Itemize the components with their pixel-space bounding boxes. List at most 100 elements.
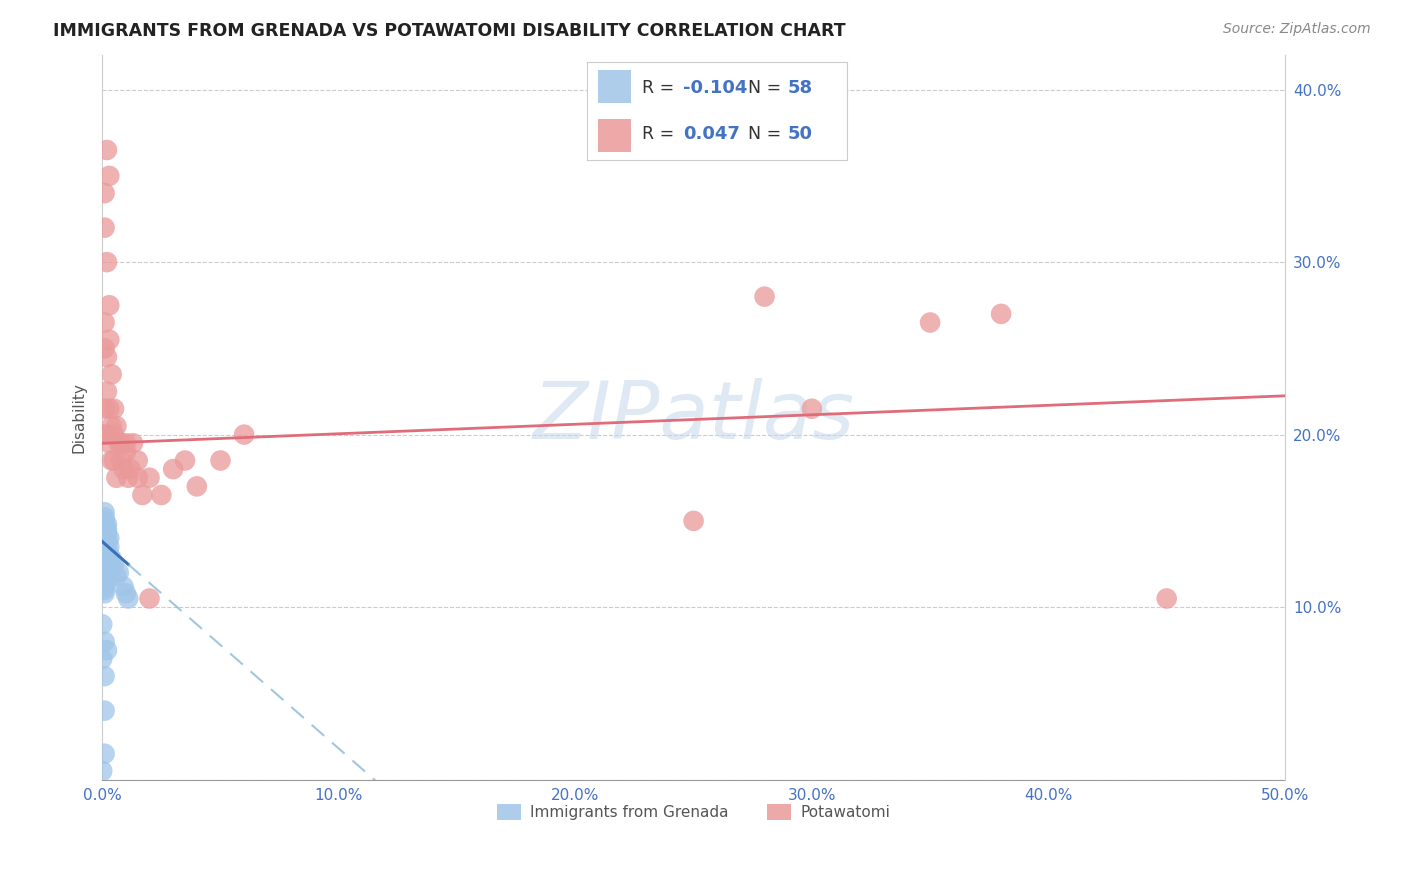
Point xyxy=(93,562,115,576)
Point xyxy=(93,557,115,571)
Point xyxy=(107,566,129,580)
Point xyxy=(91,557,114,571)
Point xyxy=(920,316,942,330)
Point xyxy=(91,562,114,576)
Point xyxy=(93,545,115,559)
Point xyxy=(800,401,823,416)
Text: Source: ZipAtlas.com: Source: ZipAtlas.com xyxy=(1223,22,1371,37)
Point xyxy=(93,517,115,532)
Point xyxy=(93,514,115,528)
Point xyxy=(100,453,122,467)
Point xyxy=(93,534,115,549)
Point xyxy=(110,453,132,467)
Point xyxy=(96,255,118,269)
Point xyxy=(91,427,114,442)
Point xyxy=(96,643,118,657)
Point xyxy=(93,220,115,235)
Point xyxy=(682,514,704,528)
Point xyxy=(150,488,173,502)
Point xyxy=(93,634,115,648)
Point xyxy=(100,368,122,382)
Point xyxy=(93,569,115,583)
Point xyxy=(98,333,121,347)
Point xyxy=(93,505,115,519)
Point xyxy=(93,531,115,545)
Point xyxy=(186,479,208,493)
Point xyxy=(96,517,118,532)
Point xyxy=(107,436,129,450)
Point xyxy=(174,453,197,467)
Point xyxy=(93,525,115,540)
Point xyxy=(93,540,115,554)
Point xyxy=(233,427,256,442)
Point xyxy=(127,471,149,485)
Point xyxy=(91,566,114,580)
Point xyxy=(117,471,139,485)
Point xyxy=(93,510,115,524)
Legend: Immigrants from Grenada, Potawatomi: Immigrants from Grenada, Potawatomi xyxy=(491,798,897,826)
Point xyxy=(103,401,125,416)
Point xyxy=(112,462,135,476)
Point xyxy=(91,558,114,573)
Point xyxy=(91,549,114,563)
Point xyxy=(105,471,128,485)
Point xyxy=(131,488,153,502)
Point xyxy=(96,531,118,545)
Point xyxy=(1156,591,1178,606)
Point xyxy=(138,471,160,485)
Point xyxy=(96,557,118,571)
Point xyxy=(990,307,1012,321)
Point xyxy=(98,298,121,312)
Point xyxy=(91,652,114,666)
Point xyxy=(162,462,184,476)
Point xyxy=(93,401,115,416)
Point xyxy=(103,453,125,467)
Point xyxy=(122,436,145,450)
Point xyxy=(91,549,114,563)
Point xyxy=(91,574,114,589)
Point xyxy=(98,557,121,571)
Point xyxy=(93,574,115,589)
Point xyxy=(112,579,135,593)
Point xyxy=(98,549,121,563)
Point xyxy=(138,591,160,606)
Point xyxy=(98,169,121,183)
Point xyxy=(91,555,114,569)
Point xyxy=(93,669,115,683)
Text: IMMIGRANTS FROM GRENADA VS POTAWATOMI DISABILITY CORRELATION CHART: IMMIGRANTS FROM GRENADA VS POTAWATOMI DI… xyxy=(53,22,846,40)
Point xyxy=(93,586,115,600)
Point xyxy=(115,445,138,459)
Point xyxy=(93,747,115,761)
Point xyxy=(105,569,128,583)
Point xyxy=(115,586,138,600)
Point xyxy=(110,436,132,450)
Point xyxy=(127,453,149,467)
Point xyxy=(96,143,118,157)
Point xyxy=(93,566,115,580)
Point xyxy=(93,579,115,593)
Point xyxy=(100,562,122,576)
Point xyxy=(103,427,125,442)
Point xyxy=(754,290,776,304)
Point xyxy=(103,557,125,571)
Point xyxy=(96,427,118,442)
Point xyxy=(100,551,122,566)
Point xyxy=(91,617,114,632)
Point xyxy=(96,384,118,399)
Point xyxy=(93,549,115,563)
Point xyxy=(93,523,115,537)
Point xyxy=(91,551,114,566)
Point xyxy=(100,419,122,434)
Point xyxy=(98,436,121,450)
Point xyxy=(117,591,139,606)
Point xyxy=(96,549,118,563)
Text: ZIPatlas: ZIPatlas xyxy=(533,378,855,457)
Point xyxy=(91,764,114,778)
Point xyxy=(93,342,115,356)
Point xyxy=(105,419,128,434)
Point xyxy=(96,566,118,580)
Point xyxy=(120,462,142,476)
Point xyxy=(98,531,121,545)
Point xyxy=(96,540,118,554)
Point xyxy=(98,401,121,416)
